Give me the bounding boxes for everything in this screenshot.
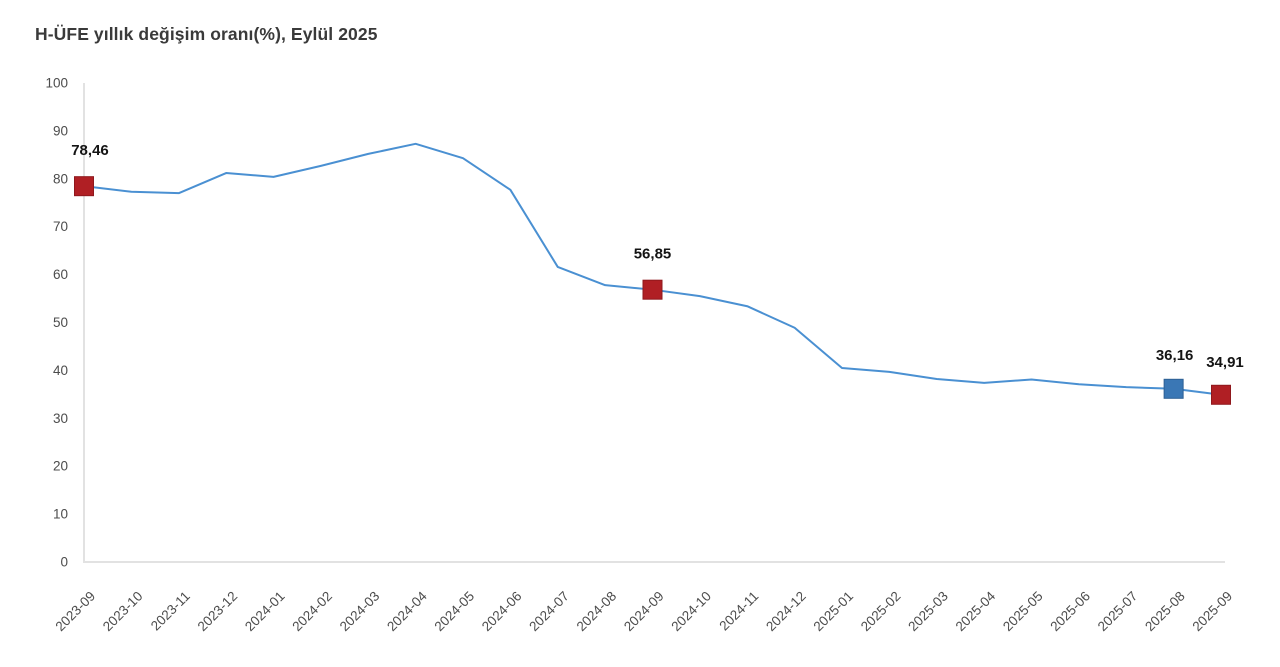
x-axis-tick-label: 2025-07 — [1095, 589, 1141, 635]
y-axis-tick-label: 20 — [53, 459, 68, 474]
x-axis-tick-label: 2025-04 — [953, 588, 999, 634]
x-axis-tick-label: 2024-05 — [431, 589, 477, 635]
x-axis-tick-label: 2025-08 — [1142, 589, 1188, 635]
y-axis-tick-label: 50 — [53, 315, 68, 330]
data-point-label-2025-08: 36,16 — [1156, 347, 1194, 364]
x-axis-tick-label: 2024-04 — [384, 588, 430, 634]
x-axis-tick-label: 2025-06 — [1047, 589, 1093, 635]
y-axis-tick-label: 0 — [60, 555, 68, 570]
y-axis-tick-label: 90 — [53, 123, 68, 138]
x-axis-tick-label: 2025-02 — [858, 589, 904, 635]
x-axis-tick-label: 2024-08 — [574, 589, 620, 635]
data-point-label-2025-09: 34,91 — [1206, 354, 1244, 371]
x-axis-tick-label: 2024-06 — [479, 589, 525, 635]
data-point-label-2023-09: 78,46 — [71, 142, 109, 159]
y-axis-tick-label: 100 — [45, 76, 68, 91]
x-axis-tick-label: 2023-09 — [52, 589, 98, 635]
data-point-label-2024-09: 56,85 — [634, 246, 672, 263]
data-point-marker-2025-09[interactable] — [1211, 384, 1231, 405]
data-point-marker-2025-08[interactable] — [1163, 378, 1184, 399]
x-axis-tick-label: 2024-09 — [621, 589, 667, 635]
y-axis-tick-label: 70 — [53, 219, 68, 234]
data-line — [83, 142, 1222, 396]
x-axis-tick-label: 2024-12 — [763, 589, 809, 635]
data-point-marker-2023-09[interactable] — [74, 176, 94, 197]
y-axis-tick-label: 30 — [53, 411, 68, 426]
x-axis-tick-label: 2024-01 — [242, 589, 288, 635]
x-axis-tick-label: 2023-12 — [195, 589, 241, 635]
x-axis-tick-label: 2024-10 — [668, 589, 714, 635]
y-axis-tick-label: 10 — [53, 507, 68, 522]
y-axis-tick-label: 40 — [53, 363, 68, 378]
y-axis-tick-label: 60 — [53, 267, 68, 282]
y-axis-tick-label: 80 — [53, 171, 68, 186]
x-axis-tick-label: 2024-02 — [289, 589, 335, 635]
x-axis-tick-label: 2025-01 — [810, 589, 856, 635]
x-axis-tick-label: 2025-05 — [1000, 589, 1046, 635]
x-axis-tick-label: 2024-11 — [716, 589, 761, 634]
data-point-marker-2024-09[interactable] — [642, 279, 663, 300]
x-axis-tick-label: 2024-07 — [526, 589, 572, 635]
x-axis-tick-label: 2023-10 — [100, 589, 146, 635]
x-axis-tick-label: 2025-03 — [905, 589, 951, 635]
x-axis-tick-label: 2025-09 — [1189, 589, 1235, 635]
x-axis-tick-label: 2023-11 — [148, 589, 193, 634]
chart-title: H-ÜFE yıllık değişim oranı(%), Eylül 202… — [35, 24, 378, 44]
x-axis-tick-label: 2024-03 — [337, 589, 383, 635]
